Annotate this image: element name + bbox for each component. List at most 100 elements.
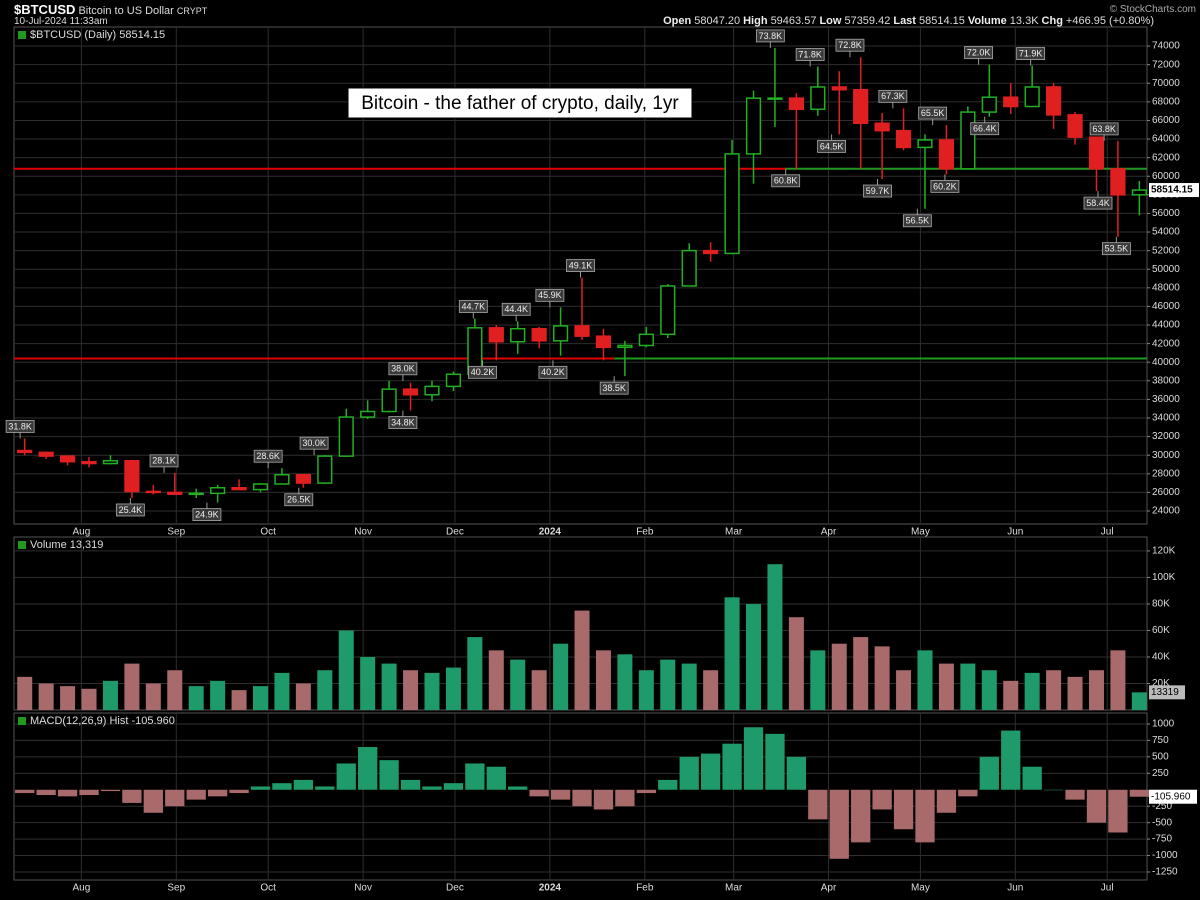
candle-body	[1024, 86, 1040, 108]
x-tick-label: Feb	[636, 883, 654, 894]
annotation-label: 45.9K	[538, 290, 562, 300]
volume-bar	[981, 670, 997, 710]
volume-bar	[638, 670, 654, 710]
annotation-box	[970, 122, 1000, 136]
quote-label: High	[743, 15, 768, 27]
macd-hist-bar	[379, 760, 399, 790]
candle-body	[660, 285, 676, 336]
volume-bar	[81, 688, 97, 710]
panel-label: Volume 13,319	[30, 539, 103, 551]
volume-bar	[167, 670, 183, 710]
y-tick-label: -1250	[1152, 867, 1178, 878]
volume-bar	[253, 686, 269, 710]
y-tick-label: -250	[1152, 801, 1172, 812]
timestamp: 10-Jul-2024 11:33am	[14, 16, 108, 27]
annotation-label: 73.8K	[759, 31, 783, 41]
candle-body	[317, 455, 333, 484]
volume-bar	[788, 617, 804, 710]
volume-bar	[488, 650, 504, 710]
y-tick-label: 30000	[1152, 450, 1180, 461]
macd-hist-bar	[1065, 789, 1085, 800]
annotation-box	[5, 420, 35, 433]
x-tick-label: Nov	[354, 527, 372, 538]
volume-bar	[574, 610, 590, 710]
y-tick-label: 62000	[1152, 152, 1180, 163]
macd-hist-bar	[465, 763, 485, 790]
volume-bar	[60, 686, 76, 710]
candle-body	[703, 249, 719, 255]
y-tick-label: 48000	[1152, 282, 1180, 293]
panel-label: $BTCUSD (Daily) 58514.15	[30, 29, 165, 41]
y-tick-label: 66000	[1152, 115, 1180, 126]
macd-hist-bar	[851, 789, 871, 843]
volume-bar	[660, 659, 676, 710]
volume-bar	[595, 650, 611, 710]
quote-label: Volume	[967, 15, 1007, 27]
macd-hist-bar	[808, 789, 828, 820]
x-tick-label: Mar	[725, 883, 743, 894]
macd-hist-bar	[700, 753, 721, 790]
macd-hist-bar	[165, 789, 185, 807]
y-tick-label: 44000	[1152, 320, 1180, 331]
annotation-label: 28.6K	[256, 451, 280, 461]
quote-value: 57359.42	[844, 15, 891, 27]
volume-bar	[681, 663, 697, 710]
annotation-label: 31.8K	[8, 421, 32, 431]
annotation-box	[535, 288, 565, 302]
volume-bar	[1024, 672, 1040, 710]
annotation-box	[755, 29, 785, 43]
macd-hist-bar	[872, 789, 892, 810]
macd-hist-bar	[486, 766, 506, 790]
macd-hist-bar	[893, 789, 914, 830]
annotation-label: 25.4K	[119, 505, 143, 515]
y-tick-label: 68000	[1152, 96, 1180, 107]
x-tick-label: Apr	[821, 883, 837, 894]
candle-body	[1045, 86, 1062, 116]
y-tick-label: -500	[1152, 817, 1172, 828]
candle-body	[724, 153, 740, 255]
y-tick-label: 54000	[1152, 227, 1180, 238]
annotation-box	[835, 38, 865, 52]
y-tick-label: 120K	[1152, 546, 1176, 557]
volume-bar	[810, 650, 826, 710]
annotation-box	[817, 139, 846, 153]
candle-body	[874, 122, 890, 132]
macd-hist-bar	[936, 789, 957, 813]
annotation-label: 60.8K	[774, 176, 798, 186]
volume-bar	[381, 663, 397, 710]
candle-body	[81, 460, 97, 465]
macd-hist-bar	[679, 756, 699, 790]
candle-body	[981, 96, 997, 113]
x-tick-label: Dec	[446, 527, 464, 538]
macd-hist-bar	[593, 789, 614, 810]
volume-bar	[1067, 676, 1083, 710]
macd-hist-bar	[186, 789, 206, 800]
y-tick-label: 38000	[1152, 375, 1180, 386]
macd-hist-bar	[400, 779, 421, 790]
x-tick-label: Nov	[354, 883, 372, 894]
volume-bar	[831, 643, 847, 710]
macd-hist-bar	[272, 783, 292, 790]
y-tick-label: 500	[1152, 752, 1169, 763]
y-tick-label: 42000	[1152, 338, 1180, 349]
macd-hist-bar	[1108, 789, 1128, 833]
candle-body	[1003, 96, 1019, 108]
quote-label: Chg	[1041, 15, 1063, 27]
volume-bar	[917, 650, 933, 710]
volume-bar	[188, 686, 204, 710]
annotation-label: 71.9K	[1019, 48, 1043, 58]
macd-hist-bar	[765, 733, 785, 790]
macd-hist-bar	[829, 789, 849, 859]
macd-hist-bar	[57, 789, 78, 797]
y-tick-label: 100K	[1152, 572, 1176, 583]
annotation-box	[902, 214, 932, 228]
y-tick-label: 20K	[1152, 678, 1170, 689]
annotation-box	[501, 302, 531, 316]
exchange: CRYPT	[176, 6, 208, 16]
last-macd-label: -105.960	[1151, 791, 1191, 802]
credit: © StockCharts.com	[1109, 4, 1196, 15]
candle-body	[231, 486, 247, 491]
candle-body	[424, 385, 440, 396]
quote-value: 59463.57	[770, 15, 817, 27]
